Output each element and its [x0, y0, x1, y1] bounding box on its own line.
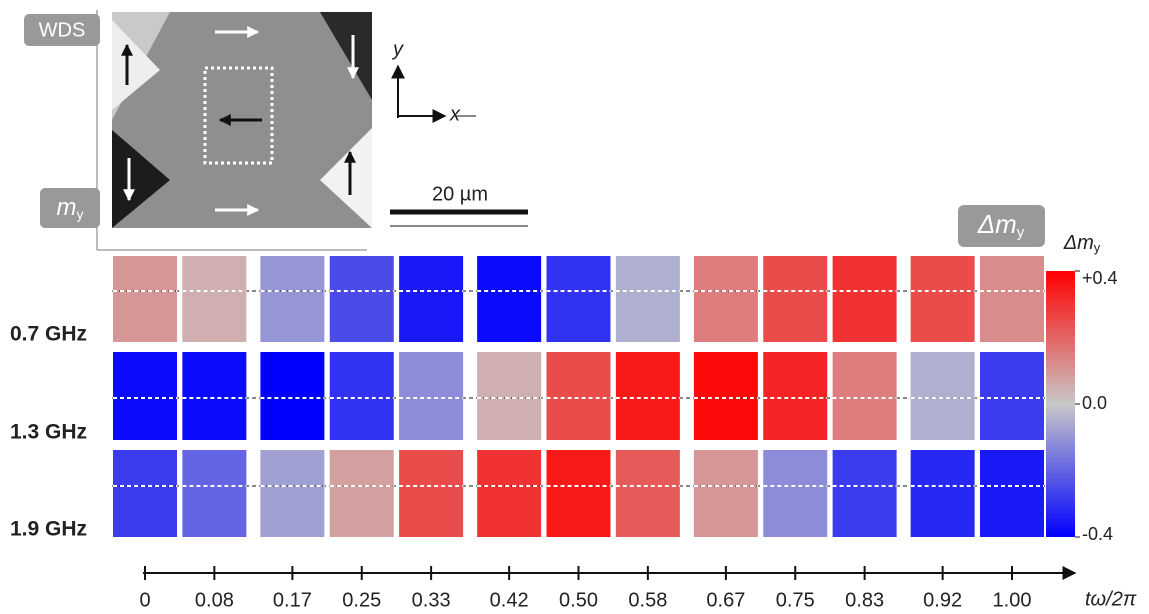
- row-label: 1.3 GHz: [10, 421, 87, 444]
- x-tick-label: 0.08: [195, 589, 234, 611]
- x-tick-label: 0.50: [559, 589, 598, 611]
- colorbar: [1046, 271, 1075, 537]
- tile: [615, 450, 680, 537]
- colorbar-tick-label: 0.0: [1082, 393, 1107, 413]
- inset: WDS my 20 µm y x: [24, 10, 528, 251]
- domain: [112, 130, 170, 228]
- tile: [113, 352, 177, 440]
- tile: [399, 352, 464, 440]
- x-tick-label: 0.67: [706, 589, 745, 611]
- tile: [477, 256, 542, 342]
- row-label: 0.7 GHz: [10, 323, 87, 346]
- tile: [546, 256, 611, 342]
- x-tick-label: 0.83: [845, 589, 884, 611]
- tile: [980, 256, 1044, 342]
- tile: [260, 256, 325, 342]
- roi: [203, 66, 274, 165]
- tile: [113, 450, 177, 537]
- domain: [112, 20, 160, 110]
- x-tick-label: 0: [139, 589, 150, 611]
- tile: [113, 256, 177, 342]
- tile: [763, 256, 828, 342]
- colorbar-tick-label: -0.4: [1082, 524, 1113, 544]
- x-tick-label: 0.58: [628, 589, 667, 611]
- tile: [329, 352, 394, 440]
- tile: [615, 256, 680, 342]
- axis-label: y: [391, 38, 404, 60]
- tile: [260, 352, 325, 440]
- x-tick-label: 0.92: [923, 589, 962, 611]
- row-label: 1.9 GHz: [10, 518, 87, 541]
- x-tick-label: 0.75: [776, 589, 815, 611]
- tile: [910, 256, 975, 342]
- tile: [260, 450, 325, 537]
- tile: [832, 352, 897, 440]
- tile: [763, 352, 828, 440]
- x-tick-label: 0.42: [490, 589, 529, 611]
- tile: [693, 256, 758, 342]
- tile: [980, 352, 1044, 440]
- label-sub: y: [1094, 240, 1101, 255]
- axis-label: x: [449, 103, 461, 125]
- tile: [693, 352, 758, 440]
- tile: [477, 450, 542, 537]
- domain: [320, 128, 372, 228]
- domain: [320, 12, 372, 100]
- label-sub: y: [1017, 224, 1025, 241]
- badge: [40, 188, 100, 228]
- badge: [958, 205, 1045, 247]
- tile: [615, 352, 680, 440]
- badge-label: WDS: [39, 19, 86, 41]
- tile: [546, 352, 611, 440]
- tile: [182, 256, 247, 342]
- tile: [182, 450, 247, 537]
- label-main: Δm: [1063, 232, 1094, 254]
- badge-label: my: [57, 194, 84, 221]
- tile: [763, 450, 828, 537]
- x-tick-label: 0.33: [412, 589, 451, 611]
- tile: [182, 352, 247, 440]
- scale-label: 20 µm: [432, 183, 488, 205]
- label-main: m: [57, 194, 77, 221]
- badge: [24, 14, 100, 46]
- tile: [910, 352, 975, 440]
- label-main: Δm: [977, 209, 1017, 239]
- colorbar-label: Δmy: [1063, 232, 1101, 255]
- badge-label: Δmy: [977, 209, 1025, 241]
- x-tick-label: 0.17: [273, 589, 312, 611]
- tile: [832, 256, 897, 342]
- tile: [693, 450, 758, 537]
- tile: [546, 450, 611, 537]
- x-axis-label: tω/2π: [1085, 588, 1137, 610]
- tile: [329, 450, 394, 537]
- tile: [980, 450, 1044, 537]
- tile: [832, 450, 897, 537]
- tile: [329, 256, 394, 342]
- tile: [910, 450, 975, 537]
- tile: [399, 256, 464, 342]
- tile: [399, 450, 464, 537]
- label-sub: y: [77, 206, 84, 222]
- x-tick-label: 0.25: [342, 589, 381, 611]
- tile: [477, 352, 542, 440]
- colorbar-tick-label: +0.4: [1082, 268, 1118, 288]
- x-tick-label: 1.00: [993, 589, 1032, 611]
